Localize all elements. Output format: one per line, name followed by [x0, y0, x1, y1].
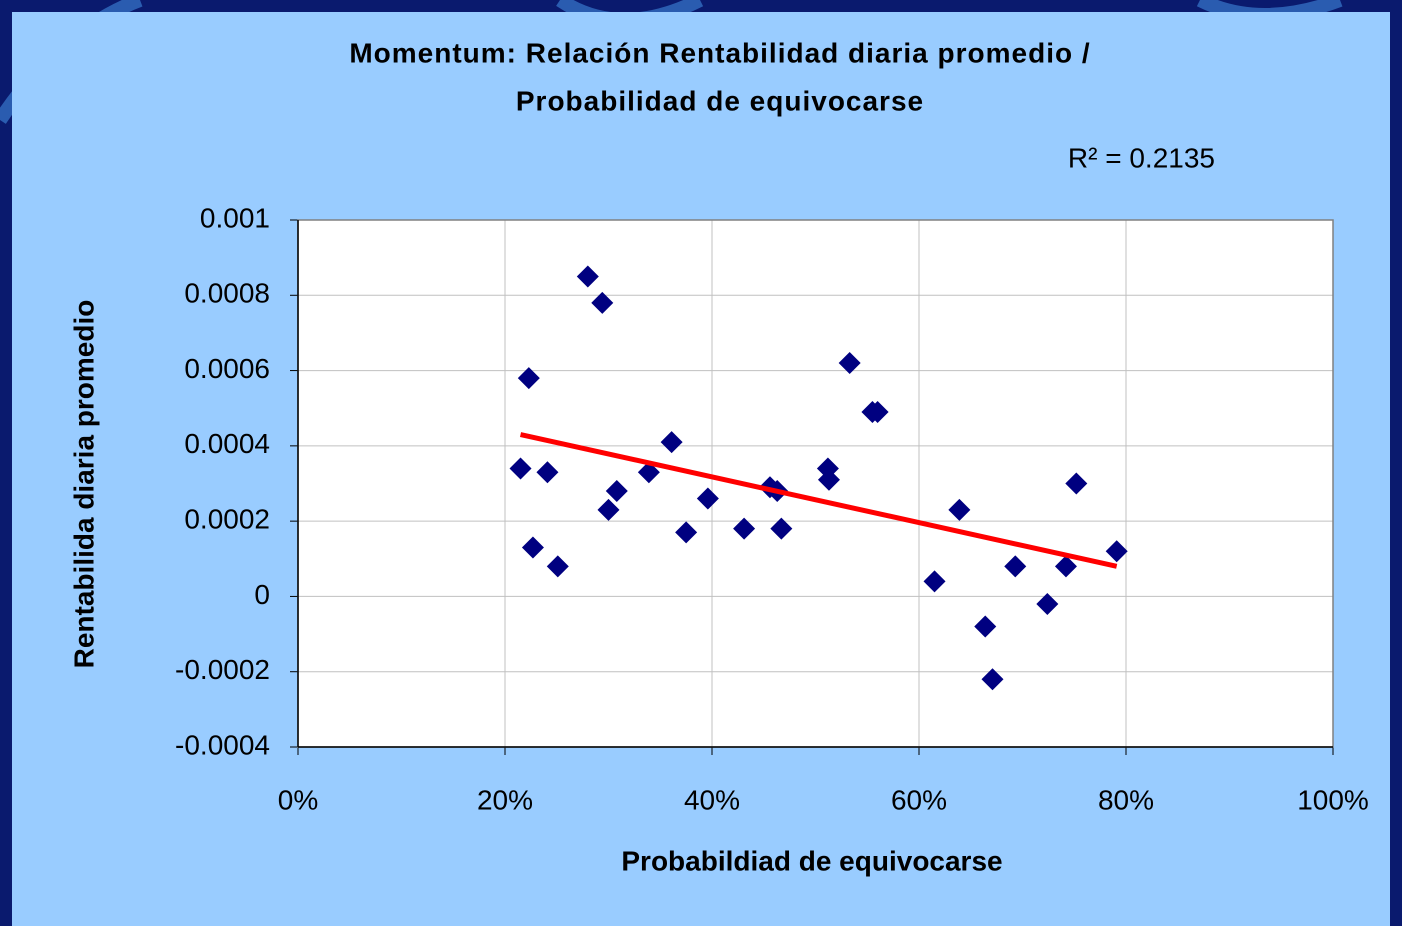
- point: [546, 555, 569, 578]
- point: [733, 517, 756, 540]
- y-tick-label: -0.0002: [175, 654, 270, 685]
- point: [675, 521, 698, 544]
- y-tick-label: -0.0004: [175, 729, 270, 760]
- point: [517, 367, 540, 390]
- point: [1036, 592, 1059, 615]
- y-tick-label: 0.0008: [184, 278, 270, 309]
- x-tick-label: 40%: [684, 784, 740, 815]
- point: [974, 615, 997, 638]
- point: [1105, 540, 1128, 563]
- point: [521, 536, 544, 559]
- point: [923, 570, 946, 593]
- point: [838, 352, 861, 375]
- x-tick-label: 80%: [1098, 784, 1154, 815]
- y-tick-label: 0: [254, 579, 270, 610]
- plot-area: [298, 220, 1333, 747]
- x-tick-label: 60%: [891, 784, 947, 815]
- y-axis-title: Rentabilida diaria promedio: [68, 300, 99, 669]
- point: [866, 400, 889, 423]
- x-tick-label: 20%: [477, 784, 533, 815]
- r-squared: R² = 0.2135: [1068, 142, 1215, 173]
- point: [948, 498, 971, 521]
- y-tick-label: 0.0002: [184, 504, 270, 535]
- point: [509, 457, 532, 480]
- x-axis-title: Probabildiad de equivocarse: [621, 845, 1002, 876]
- point: [1054, 555, 1077, 578]
- point: [1065, 472, 1088, 495]
- y-tick-label: 0.0006: [184, 353, 270, 384]
- point: [591, 291, 614, 314]
- point: [597, 498, 620, 521]
- point: [637, 461, 660, 484]
- point: [605, 480, 628, 503]
- point: [576, 265, 599, 288]
- chart-title: Momentum: Relación Rentabilidad diaria p…: [349, 37, 1090, 68]
- point: [770, 517, 793, 540]
- point: [981, 668, 1004, 691]
- y-tick-label: 0.001: [200, 202, 270, 233]
- x-tick-label: 0%: [278, 784, 318, 815]
- point: [536, 461, 559, 484]
- x-tick-label: 100%: [1297, 784, 1369, 815]
- y-tick-label: 0.0004: [184, 428, 270, 459]
- point: [660, 431, 683, 454]
- point: [1004, 555, 1027, 578]
- chart-title: Probabilidad de equivocarse: [516, 85, 924, 116]
- trendline: [519, 432, 1118, 569]
- point: [817, 468, 840, 491]
- point: [696, 487, 719, 510]
